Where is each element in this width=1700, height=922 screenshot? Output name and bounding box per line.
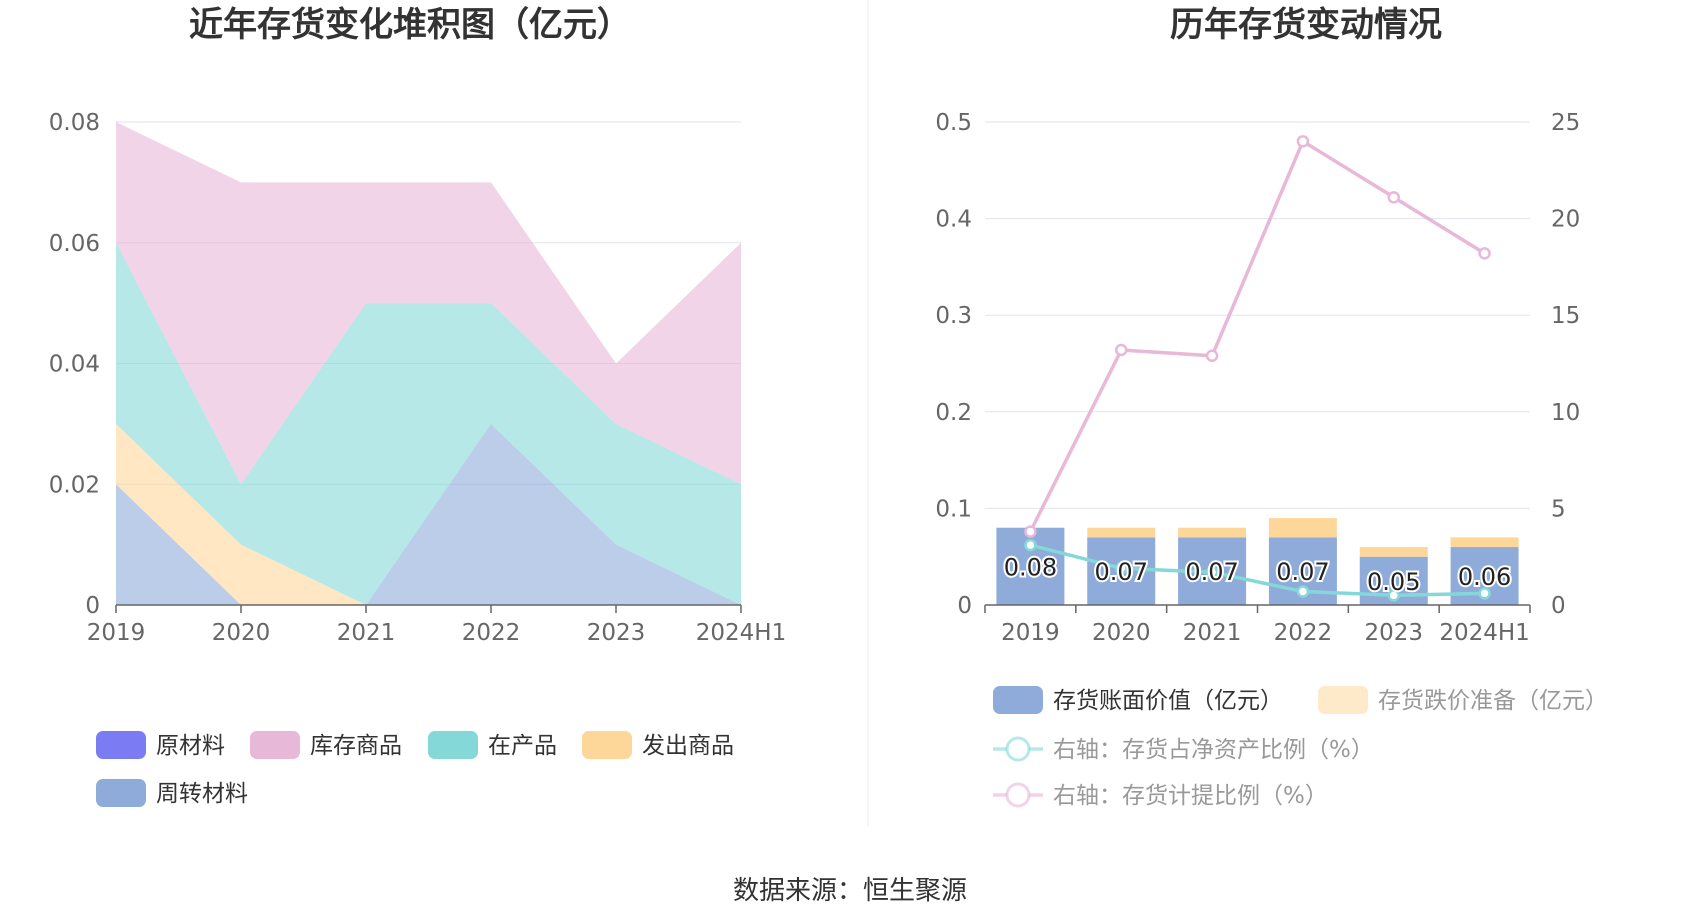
right-x-tick-label: 2024H1 [1439,620,1529,646]
right-left-y-tick-label: 0.2 [935,400,972,426]
line-series [1029,543,1485,598]
right-x-tick-label: 2019 [1001,620,1060,646]
legend-label: 存货账面价值（亿元） [1053,688,1283,714]
bar-value-label: 0.06 [1458,563,1511,591]
right-x-tick-label: 2022 [1274,620,1333,646]
legend-label: 发出商品 [642,733,734,759]
bar-value-label: 0.07 [1276,558,1329,586]
right-right-y-tick-label: 5 [1551,496,1566,522]
bar [1359,547,1428,557]
bar [1268,518,1337,538]
left-area-series [116,122,741,606]
right-left-y-tick-label: 0.1 [935,496,972,522]
bar [1178,527,1247,538]
right-left-y-tick-label: 0.3 [935,303,972,329]
legend-label: 右轴：存货计提比例（%） [1053,783,1328,809]
line-point [1205,349,1219,363]
left-y-tick-label: 0.06 [49,231,100,257]
left-x-tick-label: 2020 [212,620,271,646]
right-right-y-tick-label: 25 [1551,110,1580,136]
right-bar-series [996,518,1519,605]
legend-label: 原材料 [156,733,225,759]
left-x-axis [115,604,742,613]
left-chart-title: 近年存货变化堆积图（亿元） [189,5,631,45]
line-point [1205,565,1219,579]
right-right-y-tick-label: 20 [1551,207,1580,233]
right-bar-labels: 0.08 0.07 0.07 0.07 0.05 0.06 [1002,551,1514,597]
line-point [1387,191,1400,204]
line-point [1024,538,1037,552]
legend-marker [1005,736,1031,762]
right-left-y-tick-label: 0 [957,593,972,619]
bar-value-label: 0.07 [1185,558,1238,586]
right-left-y-tick-label: 0.5 [935,110,972,136]
bar [1087,527,1156,538]
legend-swatch [96,779,146,807]
right-x-tick-labels: 2019 2020 2021 2022 2023 2024H1 [1001,620,1530,646]
left-x-tick-labels: 2019 2020 2021 2022 2023 2024H1 [87,620,787,646]
legend-swatch [428,731,478,759]
bar-value-label: 0.08 [1004,553,1057,581]
line-point [1296,135,1310,148]
area-series [116,242,741,606]
right-right-y-tick-label: 15 [1551,303,1580,329]
area-series [116,423,741,605]
left-y-tick-label: 0 [85,593,100,619]
left-x-tick-label: 2024H1 [696,620,786,646]
right-right-y-tick-labels: 0 5 10 15 20 25 [1551,110,1580,619]
line-point [1478,587,1491,600]
bar-value-label: 0.07 [1095,558,1148,586]
area-series [116,122,741,485]
legend-swatch [582,731,632,759]
line-point [1115,562,1128,575]
right-left-y-tick-label: 0.4 [935,207,972,233]
right-right-y-tick-label: 10 [1551,400,1580,426]
right-x-tick-label: 2021 [1183,620,1242,646]
right-left-y-tick-labels: 0 0.1 0.2 0.3 0.4 0.5 [935,110,972,619]
legend-marker [1005,782,1031,808]
left-x-tick-label: 2019 [87,620,146,646]
right-chart-title: 历年存货变动情况 [1170,5,1442,45]
legend-swatch [993,686,1043,714]
bar [1450,537,1519,548]
line-point [1115,343,1128,357]
left-x-tick-label: 2021 [337,620,396,646]
line-point [1296,585,1310,598]
right-grid [985,121,1530,509]
left-x-tick-label: 2023 [587,620,646,646]
left-y-tick-label: 0.02 [49,472,100,498]
left-y-tick-labels: 0 0.02 0.04 0.06 0.08 [49,110,100,619]
area-series [116,423,741,605]
legend-label: 存货跌价准备（亿元） [1378,688,1608,714]
line-point [1478,247,1491,260]
bar-line-combo-chart: 历年存货变动情况 0.08 0.07 0.07 0.07 0.05 0.06 0 0.1 0.… [935,5,1608,809]
legend-swatch [250,731,300,759]
right-legend: 存货账面价值（亿元） 存货跌价准备（亿元）右轴：存货占净资产比例（%） 右轴：存货计… [993,686,1608,809]
stacked-area-chart: 近年存货变化堆积图（亿元） 0 0.02 0.04 0.06 0.08 2019 2020… [49,5,786,807]
right-x-tick-label: 2020 [1092,620,1151,646]
right-x-axis [984,604,1531,613]
line-point [1387,589,1400,602]
bar-value-label: 0.05 [1367,568,1420,596]
left-y-tick-label: 0.04 [49,352,100,378]
legend-label: 库存商品 [310,733,402,759]
legend-label: 右轴：存货占净资产比例（%） [1053,737,1374,763]
right-line-series [1024,135,1491,602]
legend-swatch [1318,686,1368,714]
right-x-tick-label: 2023 [1364,620,1423,646]
legend-swatch [96,731,146,759]
left-y-tick-label: 0.08 [49,110,100,136]
legend-label: 周转材料 [156,781,248,807]
left-x-tick-label: 2022 [462,620,521,646]
legend-label: 在产品 [488,733,557,759]
line-point [1024,525,1037,538]
source-text: 数据来源：恒生聚源 [733,876,967,906]
right-right-y-tick-label: 0 [1551,593,1566,619]
line-series [1028,138,1486,533]
